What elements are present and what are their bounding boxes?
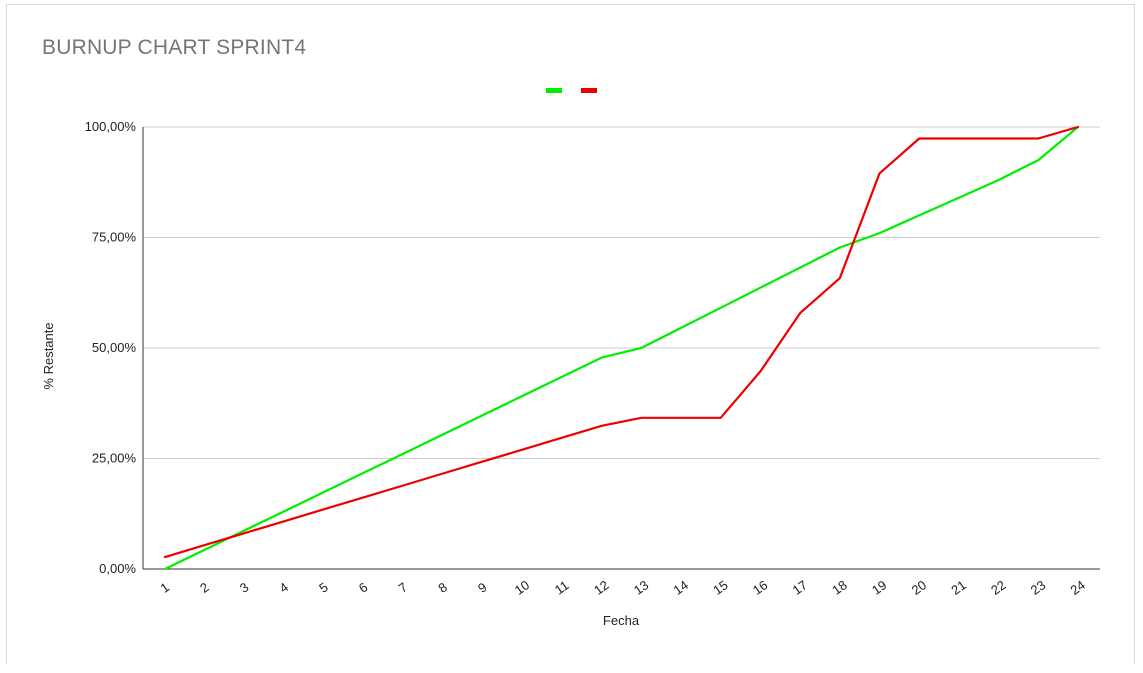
- x-tick-label: 4: [277, 579, 292, 595]
- y-tick-labels: 0,00% 25,00% 50,00% 75,00% 100,00%: [85, 119, 137, 576]
- y-tick-label: 50,00%: [92, 340, 137, 355]
- x-tick-label: 2: [197, 579, 212, 595]
- legend-swatch-2[interactable]: [581, 88, 597, 93]
- y-tick-label: 0,00%: [99, 561, 136, 576]
- y-tick-label: 100,00%: [85, 119, 137, 134]
- gridlines: [142, 126, 1100, 570]
- x-tick-label: 20: [909, 577, 929, 598]
- series-lines: [163, 125, 1080, 571]
- x-tick-label: 13: [631, 577, 651, 598]
- chart-frame: [6, 4, 1135, 664]
- x-tick-label: 3: [237, 579, 252, 595]
- x-tick-label: 9: [475, 579, 490, 595]
- x-tick-label: 15: [710, 577, 730, 598]
- x-tick-label: 7: [396, 579, 411, 595]
- x-axis-label: Fecha: [603, 613, 640, 628]
- x-tick-label: 1: [157, 579, 172, 595]
- x-tick-label: 11: [552, 578, 572, 598]
- x-tick-label: 24: [1067, 577, 1087, 598]
- x-tick-label: 10: [512, 577, 532, 598]
- x-tick-label: 14: [671, 577, 691, 598]
- series-line-1: [163, 125, 1080, 571]
- legend: [546, 88, 597, 93]
- y-tick-label: 75,00%: [92, 230, 137, 245]
- legend-swatch-1[interactable]: [546, 88, 562, 93]
- x-tick-label: 21: [948, 577, 968, 598]
- x-tick-label: 8: [435, 579, 450, 595]
- x-tick-labels: 1 2 3 4 5 6 7 8 9 10 11 12 13 14 15 16 17 18 19 20 21 22 23 24: [157, 577, 1087, 598]
- x-tick-label: 17: [790, 577, 810, 598]
- x-tick-label: 5: [316, 579, 331, 595]
- y-axis-label: % Restante: [41, 322, 56, 389]
- x-tick-label: 12: [591, 577, 611, 598]
- series-line-2: [163, 125, 1080, 559]
- x-tick-label: 19: [869, 577, 889, 598]
- y-tick-label: 25,00%: [92, 451, 137, 466]
- x-tick-label: 22: [988, 577, 1008, 598]
- x-tick-label: 6: [356, 579, 371, 595]
- x-tick-label: 16: [750, 577, 770, 598]
- chart-title: BURNUP CHART SPRINT4: [42, 36, 307, 59]
- x-tick-label: 18: [829, 577, 849, 598]
- x-tick-label: 23: [1028, 577, 1048, 598]
